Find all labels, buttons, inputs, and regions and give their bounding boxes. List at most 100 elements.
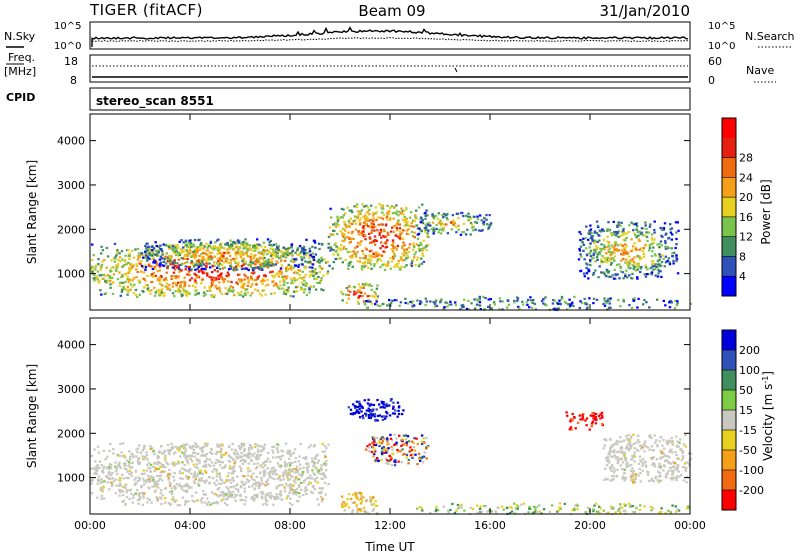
data-cell [259, 484, 262, 487]
data-cell [211, 265, 215, 268]
data-cell [134, 294, 138, 297]
data-cell [380, 452, 384, 455]
data-cell [379, 437, 383, 440]
data-cell [210, 461, 213, 464]
data-cell [673, 307, 677, 310]
data-cell [668, 450, 671, 453]
data-cell [115, 264, 118, 267]
data-cell [172, 462, 176, 465]
data-cell [324, 261, 328, 264]
data-cell [187, 486, 191, 489]
data-cell [405, 229, 409, 232]
data-cell [169, 482, 172, 485]
data-cell [319, 467, 323, 470]
data-cell [163, 294, 166, 297]
data-cell [303, 276, 306, 279]
data-cell [210, 448, 213, 451]
data-cell [439, 299, 442, 302]
data-cell [120, 276, 123, 279]
data-cell [375, 219, 378, 222]
data-cell [464, 233, 468, 236]
data-cell [602, 238, 606, 241]
data-cell [173, 275, 176, 278]
data-cell [623, 455, 627, 459]
data-cell [227, 472, 230, 475]
data-cell [288, 461, 291, 464]
data-cell [666, 443, 670, 446]
data-cell [149, 292, 152, 295]
data-cell [347, 231, 350, 234]
data-cell [460, 503, 463, 506]
data-cell [601, 228, 604, 231]
data-cell [185, 248, 188, 251]
data-cell [326, 272, 329, 275]
data-cell [259, 491, 263, 494]
data-cell [236, 488, 240, 491]
data-cell [192, 243, 195, 246]
data-cell [121, 490, 125, 493]
data-cell [193, 480, 196, 483]
data-cell [139, 270, 143, 273]
data-cell [397, 214, 400, 217]
data-cell [310, 457, 314, 460]
data-cell [425, 248, 428, 252]
data-cell [347, 493, 351, 496]
data-cell [323, 454, 327, 457]
data-cell [401, 259, 405, 262]
data-cell [249, 265, 253, 268]
data-cell [191, 446, 194, 449]
data-cell [612, 232, 616, 235]
data-cell [193, 500, 196, 503]
data-cell [159, 261, 163, 264]
data-cell [626, 276, 629, 279]
data-cell [180, 467, 184, 470]
data-cell [207, 463, 210, 466]
data-cell [317, 469, 320, 472]
data-cell [359, 241, 362, 244]
data-cell [243, 448, 246, 451]
cpid-label: CPID [6, 91, 35, 104]
data-cell [119, 260, 122, 263]
data-cell [192, 250, 196, 253]
data-cell [343, 509, 346, 512]
data-cell [308, 247, 311, 250]
data-cell [595, 231, 599, 235]
data-cell [277, 275, 280, 278]
data-cell [610, 469, 613, 472]
data-cell [197, 275, 200, 278]
data-cell [630, 260, 633, 263]
data-cell [673, 465, 676, 468]
data-cell [380, 450, 384, 453]
data-cell [637, 474, 640, 477]
data-cell [246, 277, 249, 280]
data-cell [598, 265, 601, 268]
data-cell [640, 265, 643, 269]
data-cell [402, 409, 405, 412]
data-cell [222, 281, 225, 284]
data-cell [277, 497, 280, 500]
data-cell [367, 232, 371, 235]
data-cell [480, 219, 483, 222]
data-cell [234, 460, 237, 463]
data-cell [181, 472, 184, 475]
data-cell [501, 300, 504, 303]
data-cell [400, 258, 403, 261]
data-cell [579, 238, 582, 242]
data-cell [238, 253, 241, 256]
data-cell [625, 245, 629, 248]
data-cell [157, 456, 160, 459]
data-cell [674, 435, 678, 438]
data-cell [204, 442, 207, 445]
data-cell [386, 440, 389, 443]
data-cell [385, 410, 388, 413]
data-cell [218, 281, 221, 284]
data-cell [570, 303, 573, 306]
data-cell [388, 404, 391, 407]
data-cell [630, 238, 633, 241]
data-cell [398, 434, 401, 437]
data-cell [637, 263, 640, 266]
data-cell [175, 250, 178, 253]
data-cell [594, 260, 597, 263]
data-cell [319, 495, 323, 499]
data-cell [193, 455, 196, 458]
